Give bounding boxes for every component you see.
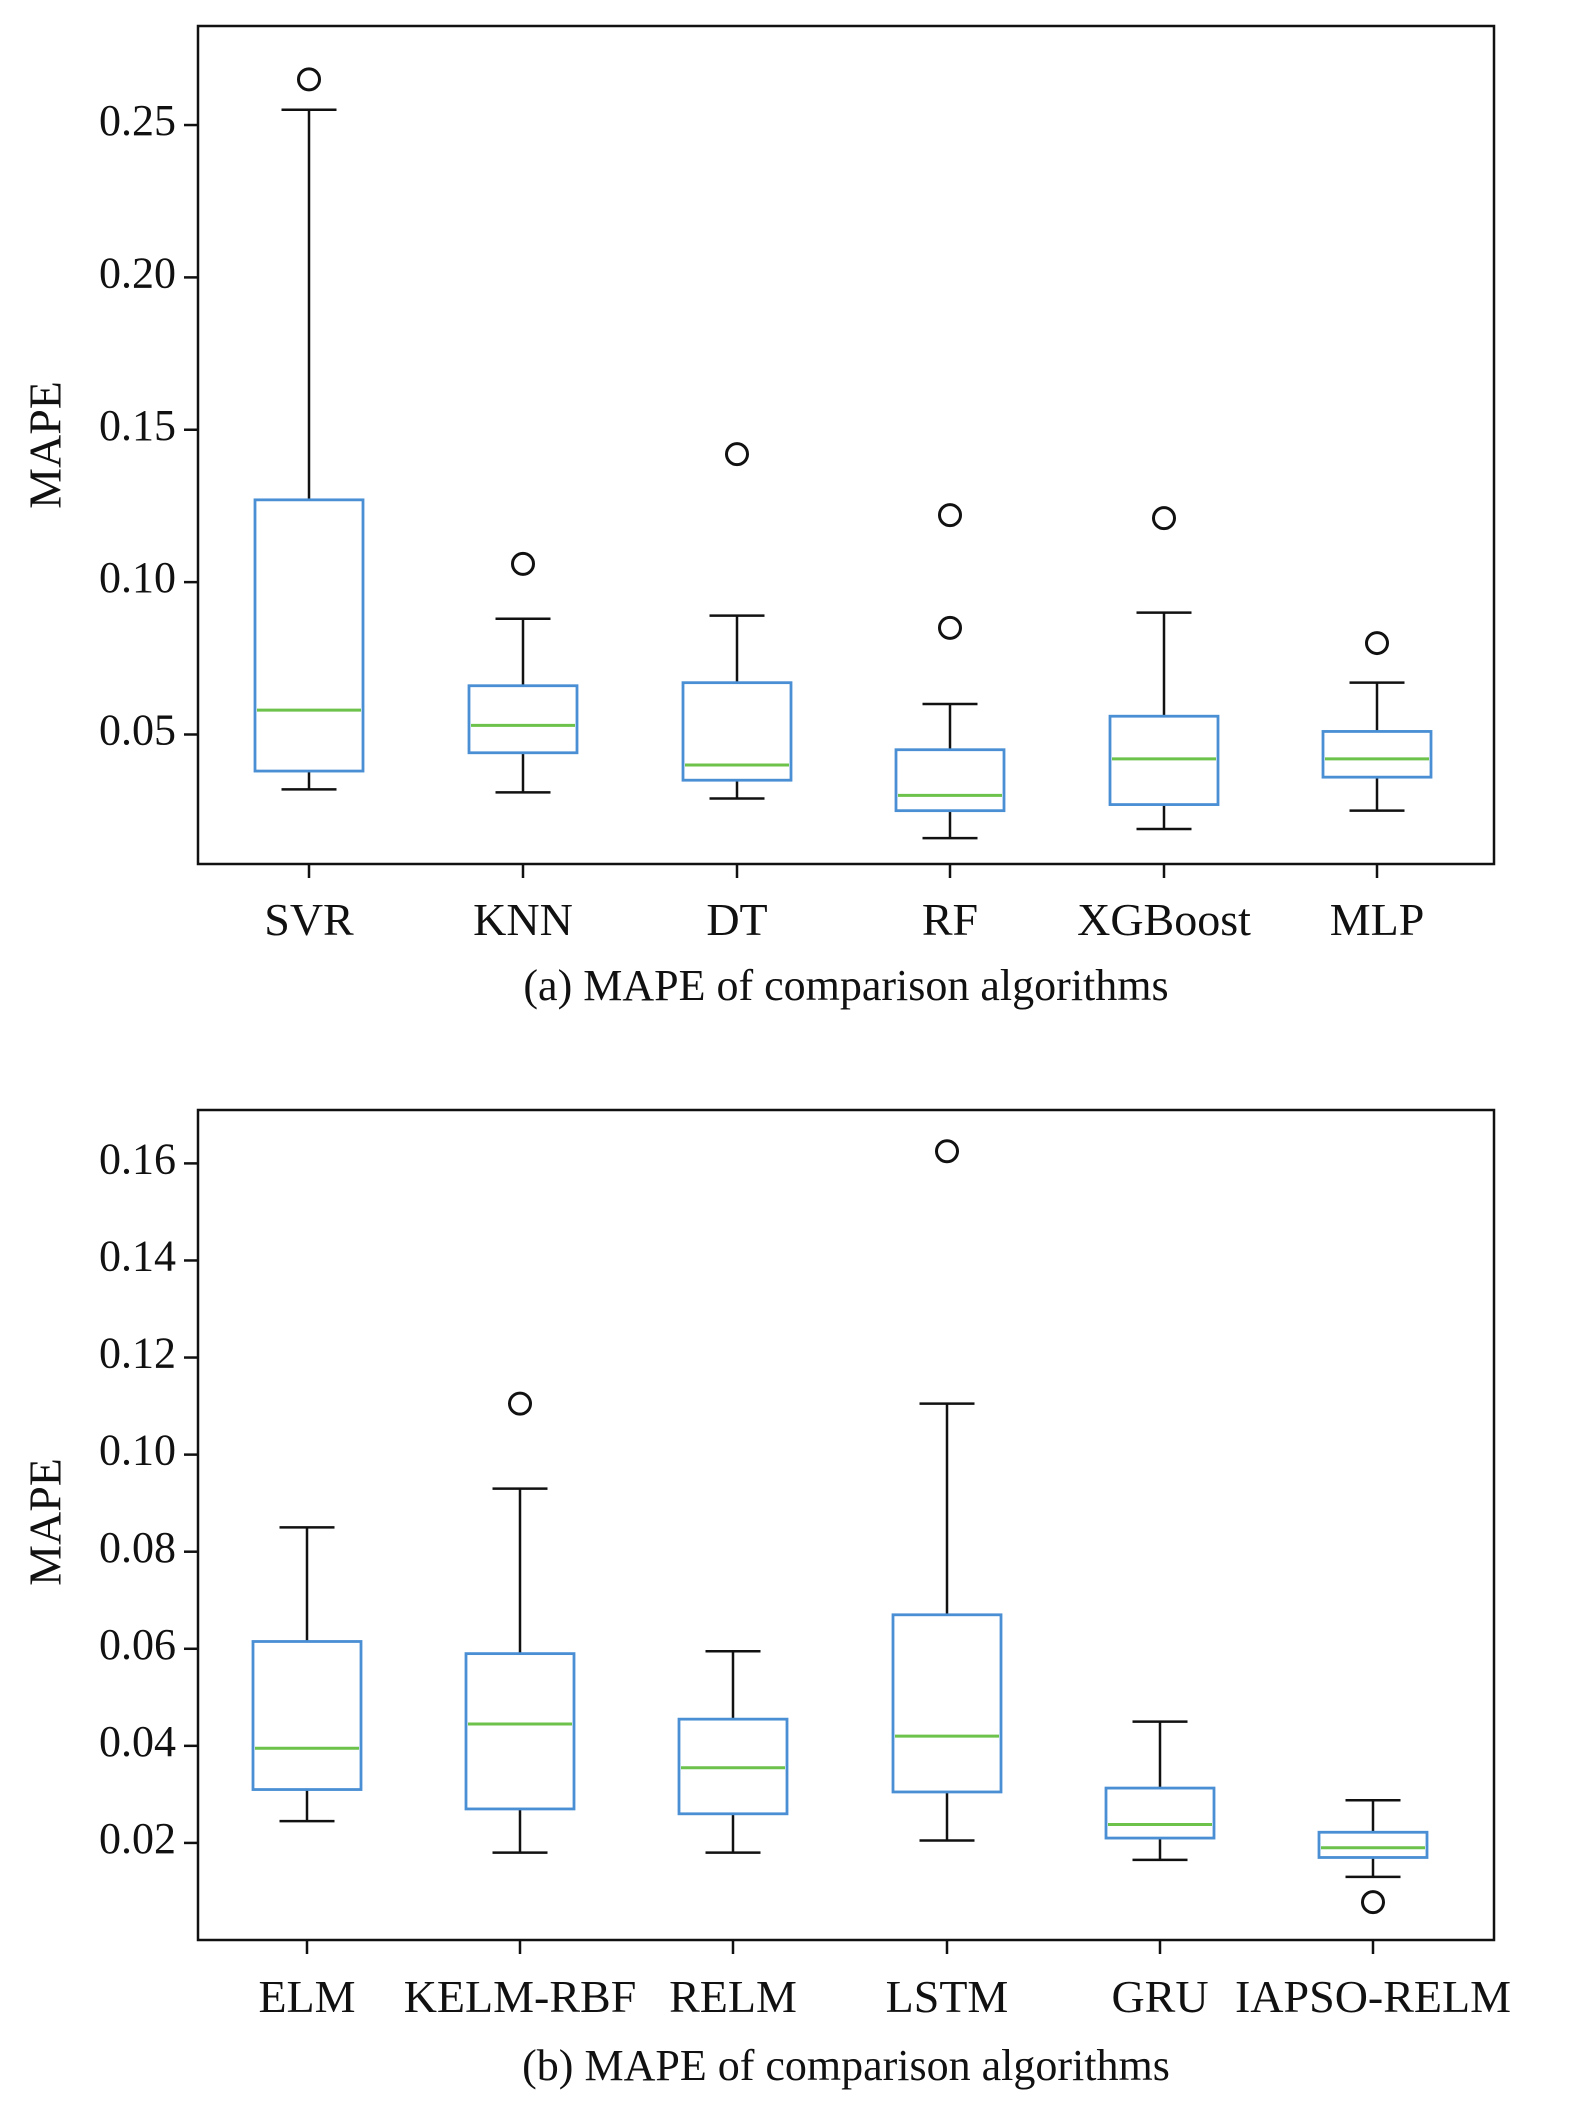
panel-a-x-tick-label-knn: KNN: [473, 894, 573, 945]
panel-a-y-tick-label: 0.15: [99, 401, 176, 450]
panel-b-x-tick-label-relm: RELM: [669, 1971, 797, 2022]
panel-b-x-tick-label-lstm: LSTM: [886, 1971, 1009, 2022]
panel-a-x-tick-label-xgboost: XGBoost: [1077, 894, 1251, 945]
panel-b-y-axis-label: MAPE: [20, 1458, 71, 1586]
panel-a-x-tick-label-rf: RF: [922, 894, 978, 945]
panel-b-x-tick-label-gru: GRU: [1111, 1971, 1208, 2022]
panel-b-y-tick-label: 0.02: [99, 1814, 176, 1863]
panel-b-y-tick-label: 0.08: [99, 1523, 176, 1572]
panel-a-y-tick-label: 0.20: [99, 248, 176, 297]
panel-b-x-tick-label-elm: ELM: [258, 1971, 355, 2022]
panel-a-x-tick-label-mlp: MLP: [1330, 894, 1425, 945]
panel-a-x-tick-label-svr: SVR: [264, 894, 354, 945]
panel-a-y-tick-label: 0.10: [99, 553, 176, 602]
panel-b-y-tick-label: 0.14: [99, 1232, 176, 1281]
panel-a-y-axis-label: MAPE: [20, 381, 71, 509]
panel-a-y-tick-label: 0.25: [99, 96, 176, 145]
panel-b-y-tick-label: 0.12: [99, 1329, 176, 1378]
panel-b-y-tick-label: 0.06: [99, 1620, 176, 1669]
panel-a-caption: (a) MAPE of comparison algorithms: [523, 961, 1168, 1010]
panel-b-x-tick-label-iapso-relm: IAPSO-RELM: [1235, 1971, 1511, 2022]
figure: 0.05 0.10 0.15 0.20 0.25 SVR KNN DT RF XGBoost ML…: [0, 0, 1575, 2111]
panel-b-y-tick-label: 0.10: [99, 1426, 176, 1475]
panel-b-caption: (b) MAPE of comparison algorithms: [522, 2041, 1170, 2090]
panel-a-x-tick-label-dt: DT: [706, 894, 767, 945]
panel-b-y-tick-label: 0.16: [99, 1134, 176, 1183]
panel-b-x-tick-label-kelm-rbf: KELM-RBF: [404, 1971, 637, 2022]
panel-b-y-tick-label: 0.04: [99, 1717, 176, 1766]
panel-a-y-tick-label: 0.05: [99, 706, 176, 755]
